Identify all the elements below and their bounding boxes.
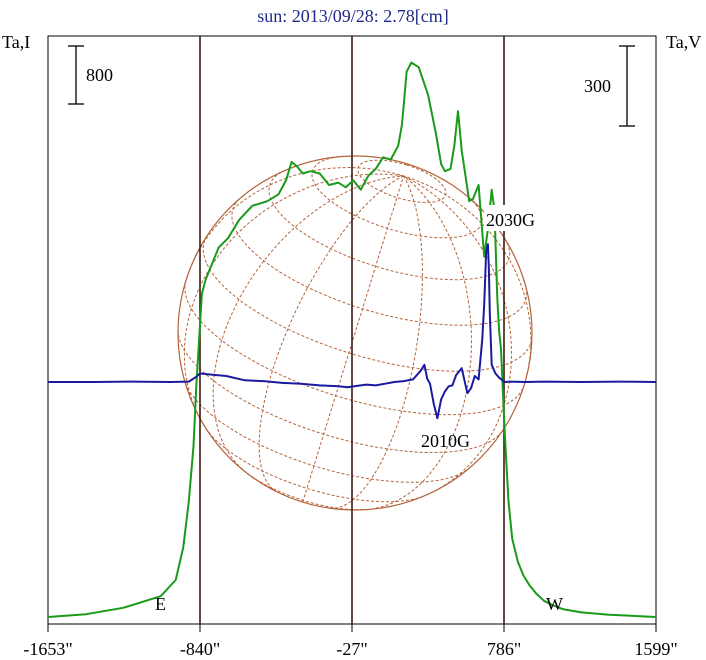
x-tick-label: -27" <box>336 639 367 659</box>
left-axis-label: Ta,I <box>2 32 30 52</box>
solar-parallel <box>357 159 447 204</box>
polarization-series-line <box>48 243 657 420</box>
solar-meridian <box>403 175 532 394</box>
series-layer <box>47 61 657 618</box>
solar-meridian <box>183 166 404 290</box>
solar-meridian <box>258 175 404 493</box>
x-tick-label: -1653" <box>23 639 72 659</box>
right-scale-bar <box>619 45 635 127</box>
x-axis-ticks: -1653" -840" -27" 786" 1599" <box>23 624 678 659</box>
east-limb-label: E <box>155 594 166 614</box>
annotation-2030g-bg <box>484 205 548 231</box>
x-tick-label: 786" <box>487 639 521 659</box>
intensity-series-line <box>47 61 657 618</box>
solar-parallel <box>205 428 425 503</box>
solar-parallel <box>202 235 533 372</box>
x-tick-label: 1599" <box>634 639 677 659</box>
solar-parallel <box>231 198 528 326</box>
x-tick-label: -840" <box>180 639 220 659</box>
right-axis-label: Ta,V <box>666 32 701 52</box>
solar-disk-grid <box>177 155 533 511</box>
right-scale-label: 300 <box>584 76 611 96</box>
solar-parallel <box>183 378 471 483</box>
left-scale-label: 800 <box>86 65 113 85</box>
solar-parallel <box>268 169 511 281</box>
solar-parallel <box>243 470 370 511</box>
solar-meridian <box>302 175 405 503</box>
left-scale-bar <box>68 45 84 105</box>
solar-meridian <box>183 173 404 428</box>
solar-meridian <box>329 175 423 509</box>
annotation-2010g: 2010G <box>421 431 470 451</box>
annotation-2030g: 2030G <box>486 210 535 230</box>
solar-limb <box>177 155 533 511</box>
solar-parallel <box>184 280 525 416</box>
solar-meridian <box>365 175 473 511</box>
chart-title: sun: 2013/09/28: 2.78[cm] <box>257 6 449 26</box>
west-limb-label: W <box>546 594 563 614</box>
solar-meridian <box>403 175 513 496</box>
solar-meridian <box>212 175 404 474</box>
